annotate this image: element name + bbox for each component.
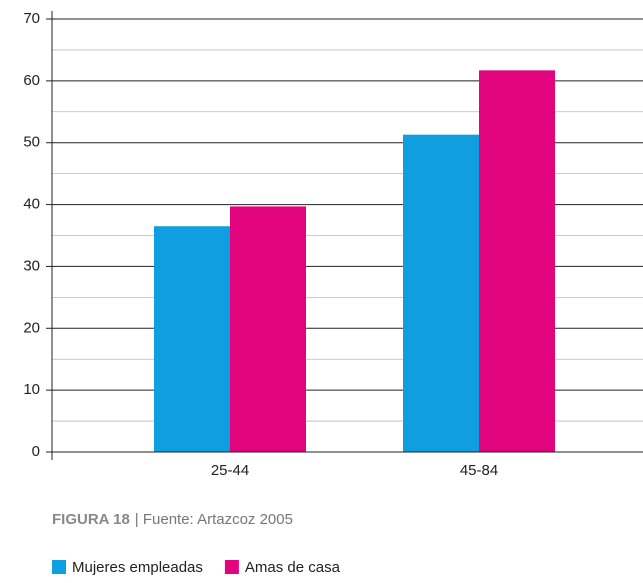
source: | Fuente: Artazcoz 2005 <box>135 511 293 528</box>
y-tick-label: 0 <box>32 443 40 460</box>
bar <box>154 226 230 452</box>
legend-swatch <box>224 560 239 574</box>
bar <box>479 70 555 452</box>
legend-label: Amas de casa <box>245 559 341 576</box>
legend-label: Mujeres empleadas <box>72 559 203 576</box>
figure-label: FIGURA 18 <box>52 511 130 528</box>
caption: FIGURA 18 | Fuente: Artazcoz 2005 <box>52 511 293 528</box>
y-tick-label: 30 <box>23 257 40 274</box>
y-tick-label: 50 <box>23 134 40 151</box>
y-tick-label: 40 <box>23 196 40 213</box>
y-tick-label: 10 <box>23 381 40 398</box>
y-tick-label: 70 <box>23 10 40 27</box>
bar <box>230 206 306 452</box>
bar <box>403 134 479 452</box>
y-tick-label: 20 <box>23 319 40 336</box>
x-tick-label: 25-44 <box>211 462 249 479</box>
legend-swatch <box>52 560 66 574</box>
x-tick-label: 45-84 <box>460 462 498 479</box>
y-tick-label: 60 <box>23 72 40 89</box>
